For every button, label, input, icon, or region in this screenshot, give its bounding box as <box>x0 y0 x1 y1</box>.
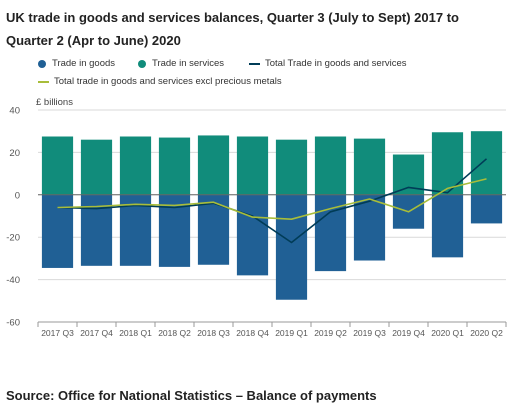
chart-title: UK trade in goods and services balances,… <box>6 10 459 48</box>
y-axis-label: £ billions <box>36 97 73 108</box>
bar-services <box>353 138 386 195</box>
x-tick-label: 2019 Q2 <box>314 328 347 338</box>
x-tick-label: 2018 Q3 <box>197 328 230 338</box>
legend-item-goods: Trade in goods <box>38 58 115 69</box>
bar-services <box>314 136 347 195</box>
legend-swatch-goods <box>38 59 46 68</box>
bar-services <box>119 136 152 195</box>
x-tick-label: 2019 Q1 <box>275 328 308 338</box>
x-tick-label: 2019 Q4 <box>392 328 425 338</box>
y-tick-label: 20 <box>9 148 20 159</box>
x-tick-label: 2018 Q4 <box>236 328 269 338</box>
bar-goods <box>470 194 503 224</box>
x-tick-label: 2017 Q3 <box>41 328 74 338</box>
bar-services <box>80 139 113 195</box>
bar-goods <box>236 194 269 276</box>
legend-swatch-excl-metals <box>38 80 49 83</box>
y-tick-label: 0 <box>15 190 20 201</box>
bar-goods <box>353 194 386 261</box>
legend-label-goods: Trade in goods <box>52 58 116 69</box>
chart-source: Source: Office for National Statistics –… <box>6 388 377 403</box>
bar-services <box>158 137 191 195</box>
bar-goods <box>431 194 464 258</box>
legend-label-excl-metals: Total trade in goods and services excl p… <box>54 76 282 87</box>
y-tick-label: -20 <box>6 233 20 244</box>
y-tick-label: -60 <box>6 318 20 329</box>
legend-item-total: Total Trade in goods and services <box>249 58 407 69</box>
x-tick-label: 2019 Q3 <box>353 328 386 338</box>
bar-services <box>197 135 230 195</box>
bar-services <box>275 139 308 195</box>
bar-goods <box>197 194 230 265</box>
bar-goods <box>314 194 347 272</box>
x-tick-label: 2018 Q2 <box>158 328 191 338</box>
legend-swatch-total <box>249 62 260 65</box>
bar-goods <box>41 194 74 268</box>
legend-item-excl-metals: Total trade in goods and services excl p… <box>38 76 282 87</box>
x-tick-label: 2018 Q1 <box>119 328 152 338</box>
line-total-trade <box>57 158 488 244</box>
x-tick-label: 2020 Q2 <box>470 328 503 338</box>
bar-services <box>236 136 269 195</box>
y-tick-label: 40 <box>9 106 20 117</box>
legend-label-total: Total Trade in goods and services <box>265 58 407 69</box>
legend-item-services: Trade in services <box>138 58 224 69</box>
x-tick-label: 2020 Q1 <box>431 328 464 338</box>
legend-label-services: Trade in services <box>152 58 224 69</box>
legend-swatch-services <box>138 59 146 68</box>
bar-services <box>41 136 74 195</box>
x-tick-label: 2017 Q4 <box>80 328 113 338</box>
y-tick-label: -40 <box>6 275 20 286</box>
line-total-excl-precious-metals <box>57 178 487 220</box>
chart-legend: Trade in goods Trade in services Total T… <box>38 58 508 94</box>
bar-services <box>470 131 503 195</box>
bar-goods <box>275 194 308 300</box>
